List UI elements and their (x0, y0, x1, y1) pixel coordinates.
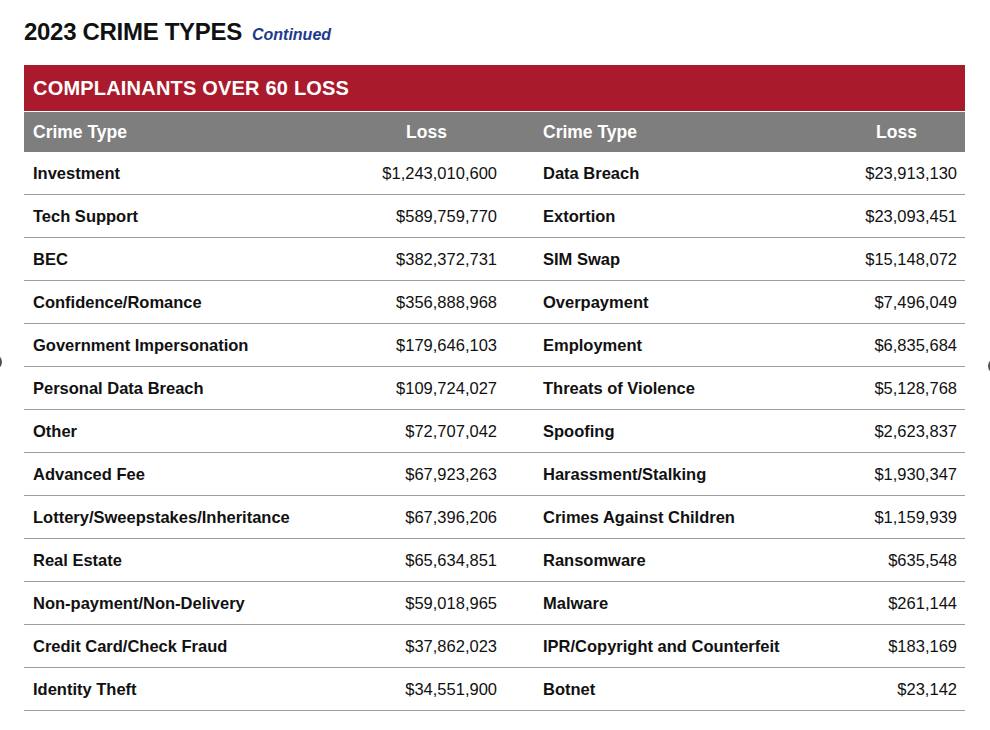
table-row: Confidence/Romance $356,888,968 Overpaym… (24, 281, 965, 324)
table-row: Tech Support $589,759,770 Extortion $23,… (24, 195, 965, 238)
loss-cell: $65,634,851 (334, 551, 519, 570)
loss-cell: $2,623,837 (814, 422, 965, 441)
table-header-row: Crime Type Loss Crime Type Loss (24, 112, 965, 152)
loss-cell: $179,646,103 (334, 336, 519, 355)
crime-type-cell: Harassment/Stalking (519, 465, 814, 484)
loss-cell: $23,093,451 (814, 207, 965, 226)
crime-type-cell: IPR/Copyright and Counterfeit (519, 637, 814, 656)
crime-type-cell: Government Impersonation (24, 336, 334, 355)
crime-type-cell: Real Estate (24, 551, 334, 570)
table-row: Other $72,707,042 Spoofing $2,623,837 (24, 410, 965, 453)
loss-cell: $183,169 (814, 637, 965, 656)
loss-cell: $589,759,770 (334, 207, 519, 226)
loss-cell: $356,888,968 (334, 293, 519, 312)
table-row: Investment $1,243,010,600 Data Breach $2… (24, 152, 965, 195)
header-crime-type-right: Crime Type (519, 122, 814, 143)
loss-cell: $34,551,900 (334, 680, 519, 699)
loss-cell: $67,396,206 (334, 508, 519, 527)
loss-cell: $15,148,072 (814, 250, 965, 269)
crime-type-cell: Employment (519, 336, 814, 355)
table-row: Real Estate $65,634,851 Ransomware $635,… (24, 539, 965, 582)
loss-cell: $109,724,027 (334, 379, 519, 398)
loss-cell: $23,913,130 (814, 164, 965, 183)
table-row: Non-payment/Non-Delivery $59,018,965 Mal… (24, 582, 965, 625)
crime-type-cell: Advanced Fee (24, 465, 334, 484)
loss-cell: $67,923,263 (334, 465, 519, 484)
table-row: Personal Data Breach $109,724,027 Threat… (24, 367, 965, 410)
loss-cell: $6,835,684 (814, 336, 965, 355)
loss-cell: $1,243,010,600 (334, 164, 519, 183)
loss-cell: $59,018,965 (334, 594, 519, 613)
loss-cell: $72,707,042 (334, 422, 519, 441)
table-row: Advanced Fee $67,923,263 Harassment/Stal… (24, 453, 965, 496)
header-loss-right: Loss (814, 122, 965, 143)
crime-type-cell: SIM Swap (519, 250, 814, 269)
table-row: Government Impersonation $179,646,103 Em… (24, 324, 965, 367)
crime-type-cell: Crimes Against Children (519, 508, 814, 527)
loss-cell: $7,496,049 (814, 293, 965, 312)
table-row: Lottery/Sweepstakes/Inheritance $67,396,… (24, 496, 965, 539)
complainants-over-60-loss-table: COMPLAINANTS OVER 60 LOSS Crime Type Los… (24, 65, 965, 711)
crime-type-cell: Threats of Violence (519, 379, 814, 398)
table-body: Investment $1,243,010,600 Data Breach $2… (24, 152, 965, 711)
crime-type-cell: Extortion (519, 207, 814, 226)
crime-type-cell: Identity Theft (24, 680, 334, 699)
crime-type-cell: Tech Support (24, 207, 334, 226)
table-row: BEC $382,372,731 SIM Swap $15,148,072 (24, 238, 965, 281)
loss-cell: $37,862,023 (334, 637, 519, 656)
crime-type-cell: Non-payment/Non-Delivery (24, 594, 334, 613)
crime-type-cell: Spoofing (519, 422, 814, 441)
loss-cell: $635,548 (814, 551, 965, 570)
crime-type-cell: Investment (24, 164, 334, 183)
header-crime-type-left: Crime Type (24, 122, 334, 143)
crime-type-cell: Lottery/Sweepstakes/Inheritance (24, 508, 334, 527)
crime-type-cell: Personal Data Breach (24, 379, 334, 398)
page-title-row: 2023 CRIME TYPES Continued (24, 18, 331, 46)
crime-type-cell: Other (24, 422, 334, 441)
loss-cell: $5,128,768 (814, 379, 965, 398)
loss-cell: $261,144 (814, 594, 965, 613)
loss-cell: $382,372,731 (334, 250, 519, 269)
header-loss-left: Loss (334, 122, 519, 143)
crime-type-cell: Credit Card/Check Fraud (24, 637, 334, 656)
loss-cell: $1,159,939 (814, 508, 965, 527)
loss-cell: $1,930,347 (814, 465, 965, 484)
crime-type-cell: BEC (24, 250, 334, 269)
table-row: Identity Theft $34,551,900 Botnet $23,14… (24, 668, 965, 711)
page-title: 2023 CRIME TYPES (24, 18, 242, 46)
crime-type-cell: Confidence/Romance (24, 293, 334, 312)
loss-cell: $23,142 (814, 680, 965, 699)
table-row: Credit Card/Check Fraud $37,862,023 IPR/… (24, 625, 965, 668)
page-subtitle: Continued (252, 26, 331, 44)
crime-type-cell: Overpayment (519, 293, 814, 312)
crime-type-cell: Botnet (519, 680, 814, 699)
page-nav-circle-left[interactable] (0, 354, 2, 370)
crime-type-cell: Data Breach (519, 164, 814, 183)
crime-type-cell: Malware (519, 594, 814, 613)
crime-type-cell: Ransomware (519, 551, 814, 570)
table-banner: COMPLAINANTS OVER 60 LOSS (24, 65, 965, 111)
